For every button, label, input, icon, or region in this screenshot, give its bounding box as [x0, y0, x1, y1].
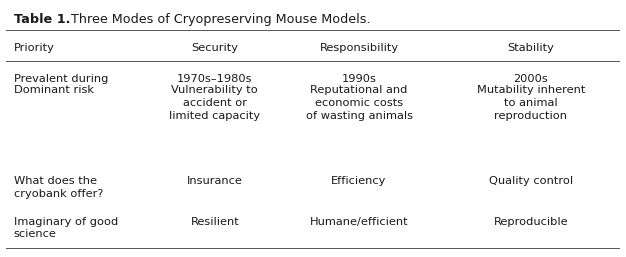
Text: Reproducible: Reproducible: [493, 217, 568, 227]
Text: Vulnerability to
accident or
limited capacity: Vulnerability to accident or limited cap…: [169, 85, 260, 121]
Text: What does the
cryobank offer?: What does the cryobank offer?: [14, 176, 103, 199]
Text: Security: Security: [192, 43, 239, 53]
Text: Three Modes of Cryopreserving Mouse Models.: Three Modes of Cryopreserving Mouse Mode…: [67, 13, 371, 26]
Text: Stability: Stability: [507, 43, 554, 53]
Text: Humane/efficient: Humane/efficient: [310, 217, 408, 227]
Text: Responsibility: Responsibility: [319, 43, 399, 53]
Text: Prevalent during: Prevalent during: [14, 74, 108, 84]
Text: 1990s: 1990s: [342, 74, 376, 84]
Text: Table 1.: Table 1.: [14, 13, 70, 26]
Text: Efficiency: Efficiency: [331, 176, 387, 186]
Text: 2000s: 2000s: [513, 74, 548, 84]
Text: Resilient: Resilient: [190, 217, 239, 227]
Text: Reputational and
economic costs
of wasting animals: Reputational and economic costs of wasti…: [305, 85, 413, 121]
Text: Insurance: Insurance: [187, 176, 243, 186]
Text: Quality control: Quality control: [489, 176, 573, 186]
Text: 1970s–1980s: 1970s–1980s: [177, 74, 253, 84]
Text: Dominant risk: Dominant risk: [14, 85, 94, 95]
Text: Imaginary of good
science: Imaginary of good science: [14, 217, 118, 240]
Text: Priority: Priority: [14, 43, 54, 53]
Text: Mutability inherent
to animal
reproduction: Mutability inherent to animal reproducti…: [476, 85, 585, 121]
